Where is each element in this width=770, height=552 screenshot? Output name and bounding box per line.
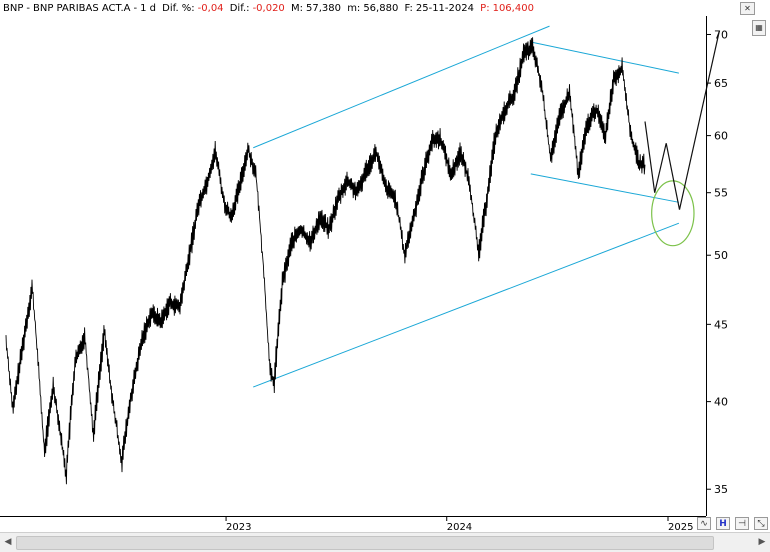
date-label: F: <box>404 3 413 14</box>
y-tick-label: 50 <box>714 249 728 262</box>
target-ellipse <box>651 180 695 247</box>
min-value: 56,880 <box>363 3 399 14</box>
dif-label: Dif.: <box>229 3 250 14</box>
y-tick-label: 65 <box>714 77 728 90</box>
wave-icon[interactable]: ∿ <box>697 517 711 530</box>
max-value: 57,380 <box>306 3 341 14</box>
horizontal-scrollbar[interactable]: ◀ ▶ <box>0 532 770 552</box>
price-value: 106,400 <box>492 3 534 14</box>
chart-header: BNP - BNP PARIBAS ACT.A -1 d Dif. %: -0,04 D… <box>0 0 706 18</box>
price-label: P: <box>480 3 490 14</box>
x-tick-label: 2025 <box>668 522 693 532</box>
projection-line <box>644 30 720 210</box>
anchor-icon[interactable]: ⊣ <box>735 517 749 530</box>
dif-value: -0,020 <box>252 3 285 14</box>
x-axis-line <box>0 516 706 517</box>
timeframe: 1 d <box>140 3 156 14</box>
bars-icon[interactable]: H <box>716 517 730 530</box>
date-value: 25-11-2024 <box>415 3 474 14</box>
y-tick-label: 45 <box>714 318 728 331</box>
trendline <box>530 173 679 203</box>
instrument-name: BNP PARIBAS ACT.A <box>32 3 131 14</box>
header-separator: - <box>133 3 138 14</box>
dif-pct-value: -0,04 <box>197 3 224 14</box>
price-chart[interactable]: 35 40 45 50 55 60 65 70 2023 2024 2025 <box>0 0 770 532</box>
scroll-right-arrow-icon[interactable]: ▶ <box>758 537 766 547</box>
trendline <box>253 25 550 149</box>
y-tick-label: 70 <box>714 28 728 41</box>
scroll-left-arrow-icon[interactable]: ◀ <box>4 537 12 547</box>
trendline <box>530 41 679 74</box>
price-series-line <box>5 37 646 485</box>
y-axis-divider <box>706 16 707 516</box>
scroll-thumb[interactable] <box>16 536 714 550</box>
ticker-symbol: BNP <box>3 3 24 14</box>
dif-pct-label: Dif. %: <box>162 3 195 14</box>
chart-thumbnail-icon[interactable]: ▦ <box>752 20 766 36</box>
y-tick-label: 55 <box>714 187 728 200</box>
zoom-icon[interactable]: ⤡ <box>754 517 768 530</box>
x-tick-label: 2024 <box>447 522 472 532</box>
x-tick-label: 2023 <box>226 522 251 532</box>
y-tick-label: 60 <box>714 130 728 143</box>
y-tick-label: 40 <box>714 396 728 409</box>
header-separator: - <box>26 3 30 14</box>
max-label: M: <box>291 3 303 14</box>
close-icon[interactable]: ✕ <box>740 2 755 15</box>
min-label: m: <box>347 3 361 14</box>
trendline <box>253 222 680 388</box>
y-tick-label: 35 <box>714 483 728 496</box>
